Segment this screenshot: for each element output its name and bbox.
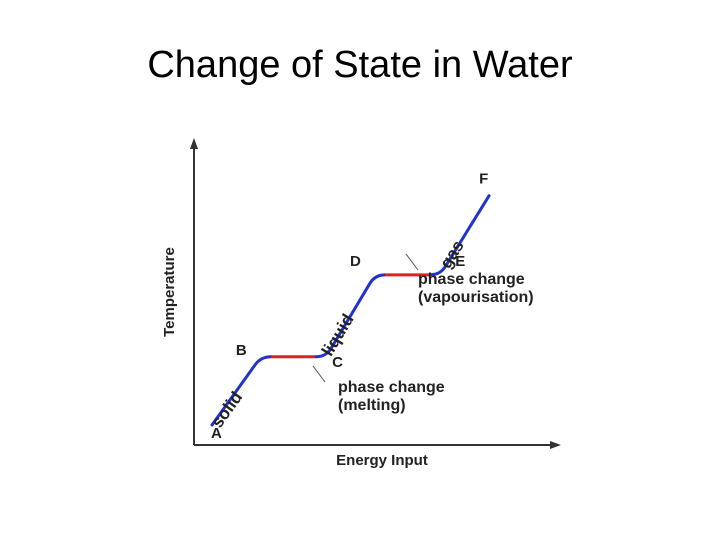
- y-axis-label: Temperature: [161, 247, 178, 337]
- annotation-d-e-line-2: (vapourisation): [418, 289, 534, 306]
- segment-C-D: [314, 273, 387, 359]
- point-label-a: A: [211, 425, 222, 442]
- point-label-e: E: [455, 253, 465, 270]
- slide-title: Change of State in Water: [147, 44, 573, 86]
- annotation-b-c-line-2: (melting): [338, 397, 406, 414]
- segment-A-B: [210, 355, 273, 427]
- heating-curve: [210, 194, 491, 427]
- annotation-b-c-line-1: phase change: [338, 379, 445, 396]
- axes: [190, 138, 561, 449]
- x-axis-arrow: [550, 441, 561, 449]
- annotation-leader-b-c: [312, 365, 326, 383]
- annotation-leader-d-e: [405, 253, 419, 271]
- point-label-f: F: [479, 171, 488, 188]
- point-label-d: D: [350, 253, 361, 270]
- region-label-liquid: liquid: [318, 311, 358, 360]
- annotation-d-e-line-1: phase change: [418, 271, 525, 288]
- point-label-c: C: [332, 354, 343, 371]
- x-axis-label: Energy Input: [336, 452, 428, 469]
- point-label-b: B: [236, 342, 247, 359]
- segment-E-F: [428, 194, 491, 277]
- region-label-solid: solid: [208, 388, 247, 431]
- y-axis-arrow: [190, 138, 198, 149]
